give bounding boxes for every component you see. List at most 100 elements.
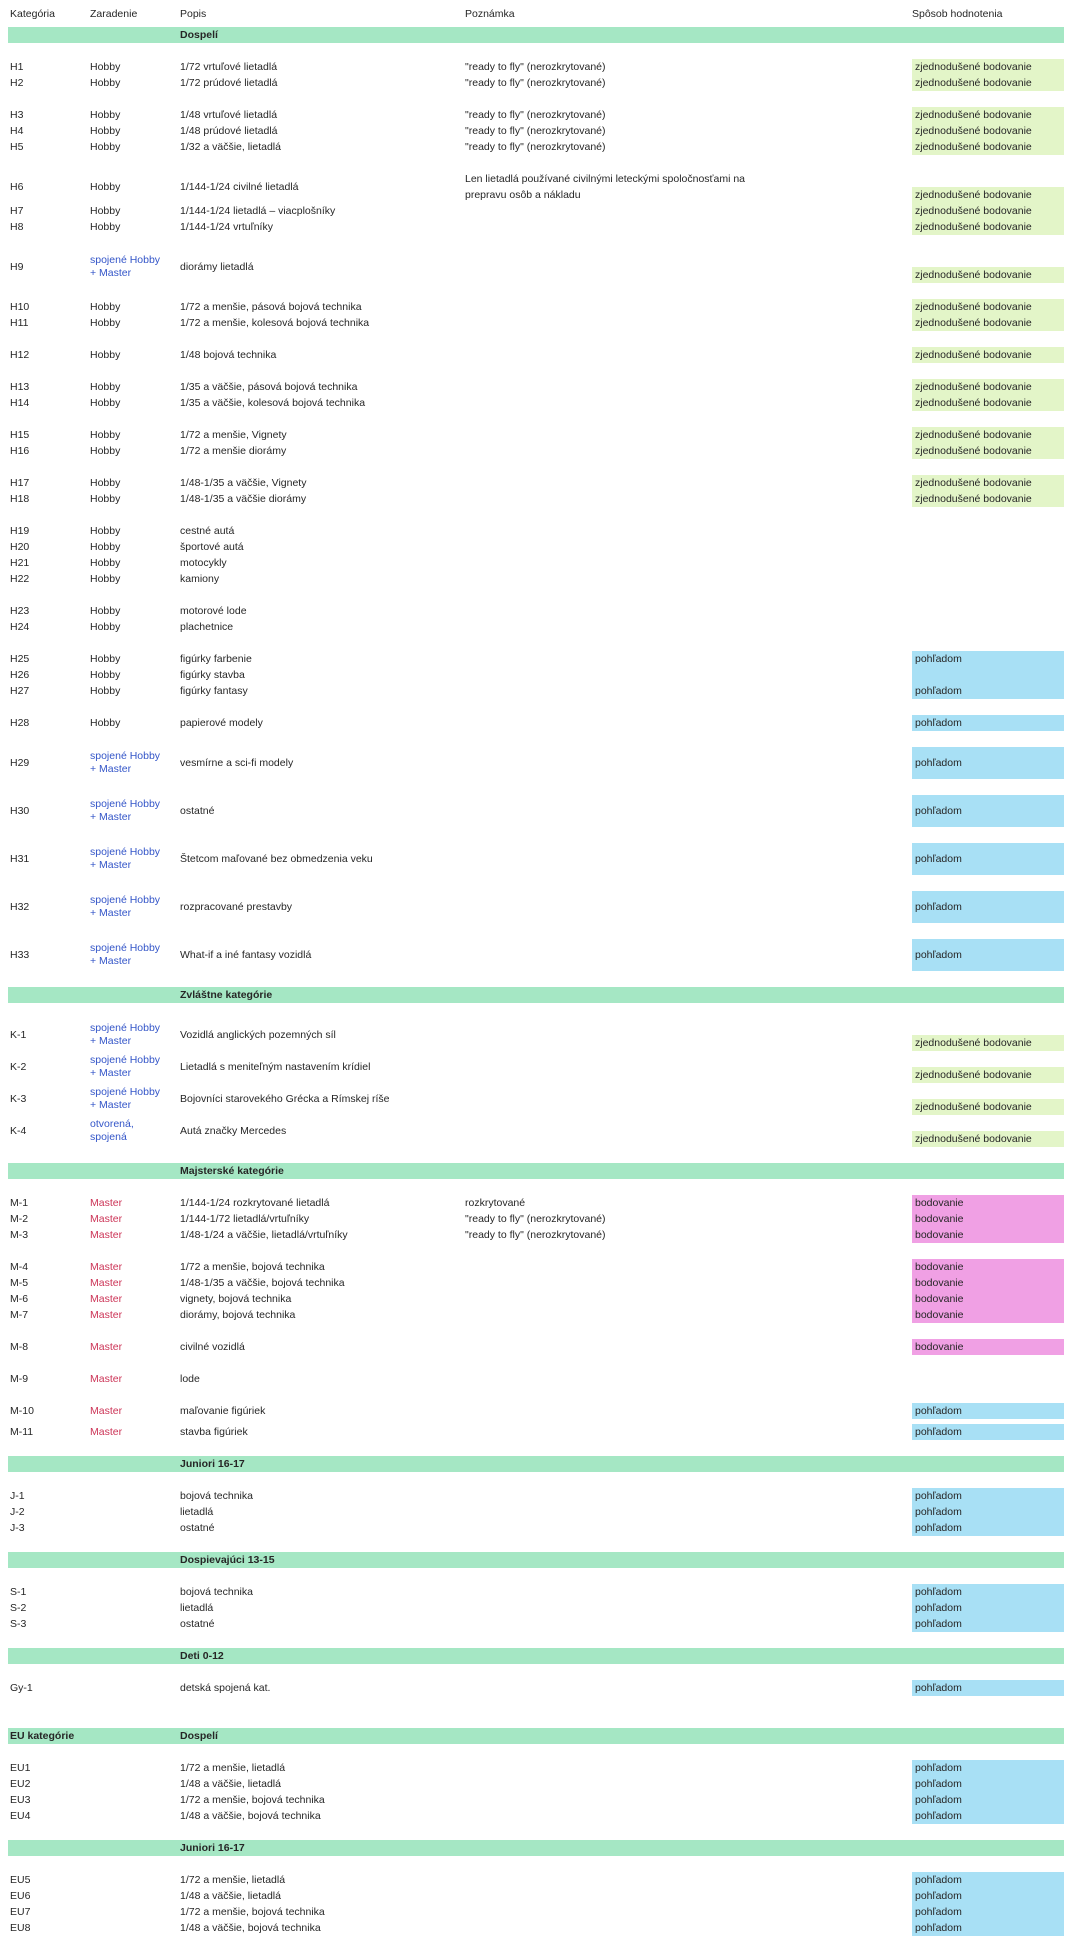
row-zaradenie: spojené Hobby + Master: [90, 942, 161, 967]
row-id: H22: [10, 573, 30, 585]
rating-cell: zjednodušené bodovanie: [912, 123, 1064, 139]
rating-cell: bodovanie: [912, 1195, 1064, 1211]
row-note: [465, 651, 912, 667]
rating-cell: zjednodušené bodovanie: [912, 347, 1064, 363]
row-note: [465, 571, 912, 587]
table-row: H29 spojené Hobby + Master vesmírne a sci-…: [0, 747, 1069, 779]
row-group: H12 Hobby 1/48 bojová technika zjednodušené…: [0, 347, 1069, 363]
row-note: "ready to fly" (nerozkrytované): [465, 1229, 606, 1241]
section-band: Dospievajúci 13-15: [8, 1552, 1064, 1568]
row-zaradenie: spojené Hobby + Master: [90, 1054, 161, 1079]
rating-cell: zjednodušené bodovanie: [912, 187, 1064, 203]
row-zaradenie: Hobby: [90, 557, 121, 569]
rating-cell: zjednodušené bodovanie: [912, 475, 1064, 491]
rating-cell: zjednodušené bodovanie: [912, 1035, 1064, 1051]
row-note: [465, 219, 912, 235]
rating-cell-wrap: zjednodušené bodovanie: [912, 299, 1064, 315]
rating-cell-wrap: pohľadom: [912, 891, 1064, 923]
column-header-zaradenie: Zaradenie: [90, 8, 138, 20]
rating-cell-wrap: zjednodušené bodovanie: [912, 219, 1064, 235]
rating-cell-wrap: [912, 1371, 1064, 1387]
row-id: H20: [10, 541, 30, 553]
rating-cell-wrap: pohľadom: [912, 939, 1064, 971]
rating-cell: pohľadom: [912, 1680, 1064, 1696]
table-row: H5 Hobby 1/32 a väčšie, lietadlá "ready to …: [0, 139, 1069, 155]
row-zaradenie: [90, 1808, 180, 1824]
row-popis: 1/72 a menšie, bojová technika: [180, 1261, 325, 1273]
rating-cell-wrap: zjednodušené bodovanie: [912, 475, 1064, 491]
row-note: [465, 715, 912, 731]
row-popis: 1/48 vrtuľové lietadlá: [180, 109, 278, 121]
row-note: [465, 395, 912, 411]
row-group: M-1 Master 1/144-1/24 rozkrytované lietadl…: [0, 1195, 1069, 1243]
table-row: M-9 Master lode: [0, 1371, 1069, 1387]
column-header-popis: Popis: [180, 8, 207, 20]
section-title: Majsterské kategórie: [180, 1165, 284, 1177]
row-id: M-2: [10, 1213, 29, 1225]
row-note: [465, 1259, 912, 1275]
row-zaradenie: Hobby: [90, 621, 121, 633]
rating-cell: pohľadom: [912, 1792, 1064, 1808]
row-popis: 1/72 a menšie, bojová technika: [180, 1794, 325, 1806]
row-zaradenie: Hobby: [90, 605, 121, 617]
section-band: Juniori 16-17: [8, 1840, 1064, 1856]
section-title: Zvláštne kategórie: [180, 989, 273, 1001]
row-popis: 1/72 prúdové lietadlá: [180, 77, 278, 89]
row-popis: bojová technika: [180, 1490, 253, 1502]
row-id: H32: [10, 901, 30, 913]
row-zaradenie: [90, 1616, 180, 1632]
row-popis: 1/144-1/24 lietadlá – viacplošníky: [180, 205, 336, 217]
rating-cell-wrap: zjednodušené bodovanie: [912, 59, 1064, 75]
row-id: H24: [10, 621, 30, 633]
section-left-label: [8, 27, 180, 43]
row-note: [465, 1275, 912, 1291]
row-note: [465, 315, 912, 331]
row-group: H10 Hobby 1/72 a menšie, pásová bojová tec…: [0, 299, 1069, 331]
row-note: [465, 1488, 912, 1504]
row-note: [465, 1920, 912, 1936]
row-zaradenie: Hobby: [90, 541, 121, 553]
rating-cell-wrap: zjednodušené bodovanie: [912, 1019, 1064, 1051]
row-zaradenie: [90, 1904, 180, 1920]
section-left-label: [8, 1163, 180, 1179]
row-popis: 1/48-1/35 a väčšie diorámy: [180, 493, 307, 505]
rating-cell-wrap: [912, 619, 1064, 635]
row-zaradenie: Hobby: [90, 301, 121, 313]
table-row: S-3 ostatné pohľadom: [0, 1616, 1069, 1632]
row-popis: športové autá: [180, 541, 244, 553]
row-note: [465, 1520, 912, 1536]
row-popis: figúrky stavba: [180, 669, 245, 681]
rating-cell: bodovanie: [912, 1227, 1064, 1243]
row-group: H31 spojené Hobby + Master Štetcom maľovan…: [0, 843, 1069, 875]
row-popis: 1/72 a menšie, pásová bojová technika: [180, 301, 362, 313]
table-row: H14 Hobby 1/35 a väčšie, kolesová bojová t…: [0, 395, 1069, 411]
table-row: H32 spojené Hobby + Master rozpracované pr…: [0, 891, 1069, 923]
section-title: Dospelí: [180, 29, 218, 41]
row-id: EU8: [10, 1922, 31, 1934]
row-zaradenie: Hobby: [90, 493, 121, 505]
row-group: H28 Hobby papierové modely pohľadom: [0, 715, 1069, 731]
row-popis: 1/72 a menšie, lietadlá: [180, 1874, 286, 1886]
row-id: H23: [10, 605, 30, 617]
row-id: H10: [10, 301, 30, 313]
row-id: K-3: [10, 1093, 27, 1105]
row-id: J-1: [10, 1490, 25, 1502]
row-note: [465, 1291, 912, 1307]
row-popis: 1/48-1/35 a väčšie, bojová technika: [180, 1277, 345, 1289]
row-group: EU5 1/72 a menšie, lietadlá pohľadom EU6 1/4…: [0, 1872, 1069, 1936]
row-group: K-1 spojené Hobby + Master Vozidlá anglick…: [0, 1019, 1069, 1147]
rating-cell: zjednodušené bodovanie: [912, 491, 1064, 507]
row-note: [465, 539, 912, 555]
row-popis: 1/144-1/24 vrtuľníky: [180, 221, 273, 233]
rating-cell-wrap: pohľadom: [912, 1920, 1064, 1936]
rating-cell-wrap: pohľadom: [912, 1776, 1064, 1792]
rating-cell-wrap: pohľadom: [912, 1792, 1064, 1808]
row-note: [465, 1403, 912, 1419]
section-band: Zvláštne kategórie: [8, 987, 1064, 1003]
table-row: H8 Hobby 1/144-1/24 vrtuľníky zjednodušené …: [0, 219, 1069, 235]
row-zaradenie: [90, 1520, 180, 1536]
table-row: S-2 lietadlá pohľadom: [0, 1600, 1069, 1616]
table-row: K-2 spojené Hobby + Master Lietadlá s meni…: [0, 1051, 1069, 1083]
row-zaradenie: Master: [90, 1373, 123, 1385]
row-id: H19: [10, 525, 30, 537]
